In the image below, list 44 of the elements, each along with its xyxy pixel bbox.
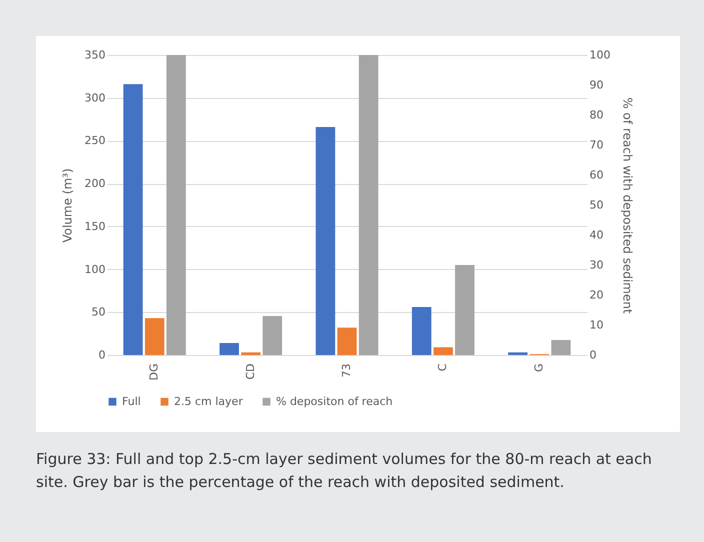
x-tick-label: DG — [148, 364, 161, 380]
y-tick-label: 0 — [98, 348, 106, 362]
x-tick-label: G — [532, 364, 546, 372]
bar — [241, 352, 261, 355]
y-tick-label: 350 — [84, 48, 106, 62]
y-tick-label: 50 — [92, 306, 106, 319]
x-tick-label: C — [436, 363, 450, 372]
y-tick-label: 100 — [84, 262, 106, 276]
y2-tick-label: 70 — [590, 138, 604, 152]
bar — [358, 55, 378, 355]
bar — [412, 307, 432, 355]
y2-tick-label: 40 — [590, 228, 604, 242]
y2-tick-label: 100 — [590, 48, 610, 62]
bar — [433, 347, 453, 355]
bar — [220, 343, 239, 355]
bar — [508, 352, 528, 355]
bar — [123, 84, 143, 355]
y2-tick-label: 60 — [590, 168, 604, 182]
bar — [144, 318, 164, 355]
bar — [316, 127, 336, 355]
legend-label: 2.5 cm layer — [174, 394, 244, 408]
y-axis-title: Volume (m³) — [60, 168, 75, 243]
y2-tick-label: 20 — [590, 288, 604, 302]
caption: Figure 33: Full and top 2.5-cm layer sediment volumes for the 80-m reach at each site. Grey bar is the percentage of the reach with deposited sediment. — [36, 449, 653, 493]
y2-tick-label: 90 — [590, 78, 604, 92]
bar — [455, 265, 474, 355]
bar — [337, 328, 357, 355]
y2-tick-label: 50 — [590, 198, 604, 212]
y-tick-label: 200 — [84, 177, 106, 190]
y2-tick-label: 30 — [590, 258, 604, 272]
y2-tick-label: 80 — [590, 108, 604, 122]
y2-axis-title: % of reach with deposited sediment — [620, 97, 634, 314]
y-tick-label: 150 — [84, 220, 106, 233]
legend-label: % depositon of reach — [276, 394, 393, 408]
bar — [262, 316, 282, 355]
y-tick-label: 250 — [84, 134, 106, 148]
y2-tick-label: 0 — [590, 348, 596, 362]
x-tick-label: 73 — [340, 364, 353, 378]
legend-label: Full — [122, 394, 141, 408]
bar — [551, 340, 571, 355]
y2-tick-label: 10 — [590, 318, 604, 332]
x-tick-label: CD — [244, 364, 257, 380]
bar — [166, 55, 186, 355]
y-tick-label: 300 — [84, 91, 106, 104]
